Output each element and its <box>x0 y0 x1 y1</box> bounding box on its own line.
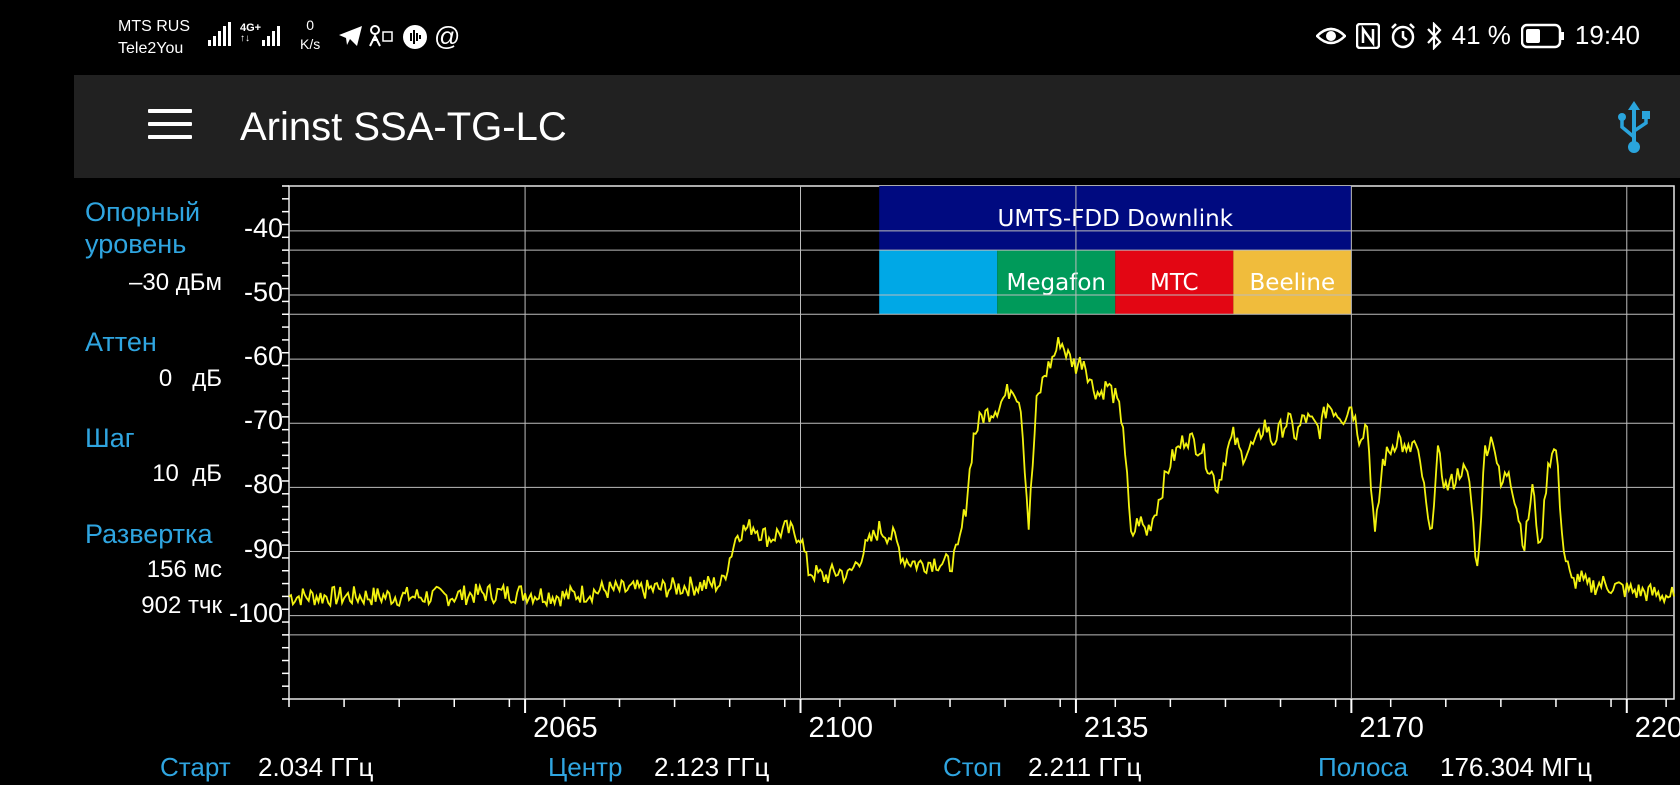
carrier-2: Tele2You <box>118 40 184 57</box>
sound-icon <box>403 25 427 49</box>
span-label[interactable]: Полоса <box>1318 752 1408 782</box>
sweep-points-value: 902 тчк <box>141 592 222 619</box>
spectrum-trace <box>288 337 1675 608</box>
vpn-icon <box>369 25 393 47</box>
status-bar: MTS RUS Tele2You 4G+ ↑↓ 0 K/s @ <box>0 0 1680 75</box>
battery-icon <box>1520 23 1564 48</box>
y-tick-label: -40 <box>243 212 283 243</box>
telegram-icon <box>339 26 362 46</box>
x-tick-label: 2135 <box>1083 712 1149 744</box>
carrier-1: MTS RUS <box>118 18 190 35</box>
y-tick-label: -80 <box>243 469 283 500</box>
center-label[interactable]: Центр <box>548 752 623 782</box>
start-label[interactable]: Старт <box>160 752 231 782</box>
nfc-icon <box>1355 22 1380 49</box>
network-speed: 0 K/s <box>300 17 321 52</box>
operator-band-unnamed <box>879 250 998 315</box>
stop-label[interactable]: Стоп <box>943 752 1002 782</box>
operator-band-mtc <box>1115 250 1234 315</box>
x-tick-label: 2205 <box>1634 712 1680 744</box>
atten-label[interactable]: Аттен <box>85 327 157 357</box>
sweep-label[interactable]: Развертка <box>85 519 213 549</box>
operator-label-megafon: Megafon <box>1007 270 1106 296</box>
clock: 19:40 <box>1574 20 1640 50</box>
app-title: Arinst SSA-TG-LC <box>240 105 567 149</box>
bluetooth-icon <box>1426 21 1442 50</box>
step-label[interactable]: Шаг <box>85 423 135 453</box>
atten-value: 0 дБ <box>158 365 222 392</box>
signal-strength-icon <box>208 22 231 46</box>
y-tick-label: -50 <box>243 277 283 307</box>
y-tick-label: -100 <box>228 597 283 628</box>
alarm-icon <box>1390 22 1415 48</box>
x-tick-label: 2065 <box>533 712 598 744</box>
app-bar: Arinst SSA-TG-LC <box>74 75 1680 178</box>
band-label: UMTS-FDD Downlink <box>998 206 1234 232</box>
ref-level-label[interactable]: Опорный уровень <box>85 197 201 259</box>
x-tick-label: 2170 <box>1359 712 1424 744</box>
status-right: 41 % 19:40 <box>1315 20 1640 51</box>
ref-level-value: –30 дБм <box>129 269 222 296</box>
span-value: 176.304 МГц <box>1440 752 1592 782</box>
carrier-info: MTS RUS Tele2You <box>118 16 190 60</box>
band-umts-fdd-downlink <box>879 186 1352 251</box>
operator-label-beeline: Beeline <box>1250 270 1336 296</box>
sweep-time-value: 156 мс <box>146 556 222 583</box>
start-value: 2.034 ГГц <box>258 752 374 782</box>
battery-percent: 41 % <box>1451 20 1511 50</box>
operator-band-beeline <box>1233 250 1352 315</box>
usb-icon[interactable] <box>1616 99 1652 155</box>
hamburger-menu-icon[interactable] <box>148 109 192 141</box>
operator-label-mtc: MTC <box>1150 270 1199 296</box>
y-tick-label: -90 <box>243 533 283 564</box>
x-tick-label: 2100 <box>808 712 874 744</box>
eye-icon <box>1315 27 1346 44</box>
signal-strength-2-icon <box>262 26 280 46</box>
at-sign-icon: @ <box>434 21 461 51</box>
y-tick-label: -70 <box>243 405 283 436</box>
step-value: 10 дБ <box>152 460 222 487</box>
operator-band-megafon <box>997 250 1116 315</box>
network-4g-icon: 4G+ ↑↓ <box>240 22 262 44</box>
stop-value: 2.211 ГГц <box>1028 752 1142 782</box>
center-value: 2.123 ГГц <box>654 752 770 782</box>
y-tick-label: -60 <box>243 341 283 372</box>
